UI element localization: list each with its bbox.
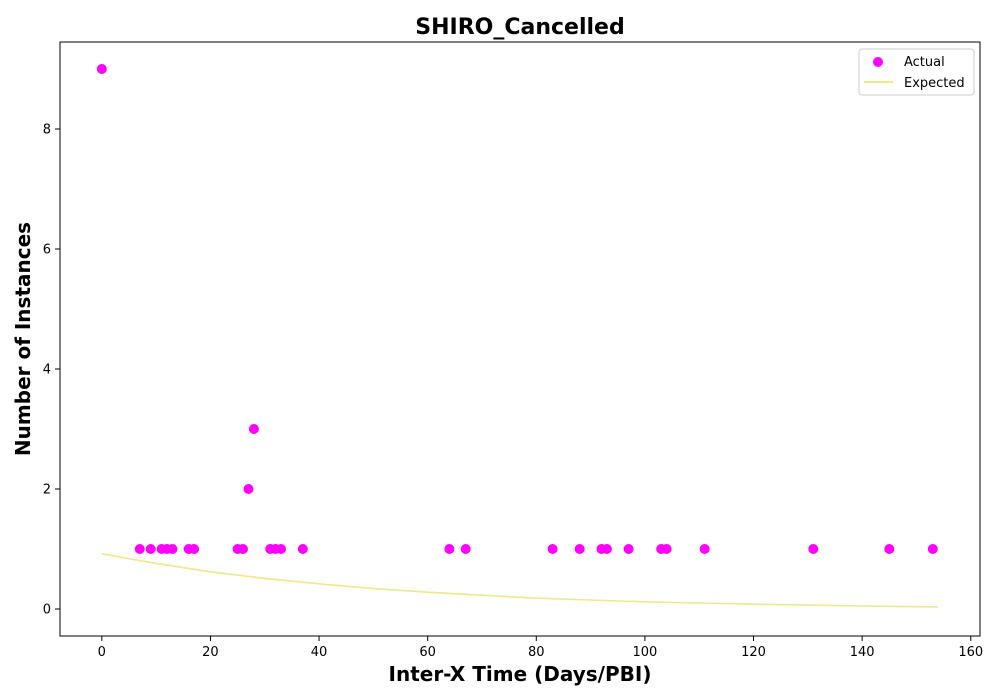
actual-point [927, 544, 938, 554]
y-tick-label: 2 [43, 483, 51, 498]
axes-frame [59, 41, 981, 637]
y-tick-label: 6 [43, 243, 51, 258]
x-axis-label: Inter-X Time (Days/PBI) [389, 662, 652, 686]
y-tick-label: 8 [43, 123, 51, 138]
x-tick-label: 120 [741, 645, 766, 660]
actual-point [243, 484, 254, 494]
y-axis-ticks: 0 2 4 6 8 [43, 123, 60, 618]
actual-point [699, 544, 710, 554]
x-tick-label: 160 [958, 645, 983, 660]
expected-line [101, 553, 939, 608]
y-axis-label: Number of Instances [11, 222, 35, 456]
x-tick-label: 0 [98, 645, 106, 660]
actual-point [574, 544, 585, 554]
series-layer [96, 64, 939, 608]
actual-point [547, 544, 558, 554]
actual-point [238, 544, 248, 554]
x-tick-label: 80 [528, 645, 545, 660]
actual-point [134, 544, 145, 554]
legend-actual-marker [873, 57, 883, 67]
y-tick-label: 0 [43, 603, 51, 618]
legend-box [858, 48, 975, 96]
x-tick-label: 40 [311, 645, 328, 660]
actual-point [145, 544, 156, 554]
legend-expected-label: Expected [904, 76, 965, 91]
y-tick-label: 4 [43, 363, 51, 378]
actual-point [167, 544, 178, 554]
actual-point [297, 544, 308, 554]
actual-point [884, 544, 895, 554]
chart-title: SHIRO_Cancelled [415, 15, 624, 40]
x-tick-label: 100 [632, 645, 657, 660]
actual-point [444, 544, 455, 554]
legend-actual-label: Actual [904, 55, 945, 70]
x-tick-label: 20 [202, 645, 219, 660]
x-axis-ticks: 0 20 40 60 80 100 120 140 160 [98, 636, 983, 660]
actual-point [661, 544, 672, 554]
actual-point [96, 64, 107, 74]
actual-point [460, 544, 471, 554]
x-tick-label: 60 [419, 645, 436, 660]
legend: Actual Expected [858, 48, 975, 96]
actual-point [808, 544, 819, 554]
actual-point [248, 424, 259, 434]
actual-point [189, 544, 200, 554]
actual-point [623, 544, 634, 554]
x-tick-label: 140 [850, 645, 875, 660]
actual-point [276, 544, 286, 554]
actual-point [601, 544, 612, 554]
